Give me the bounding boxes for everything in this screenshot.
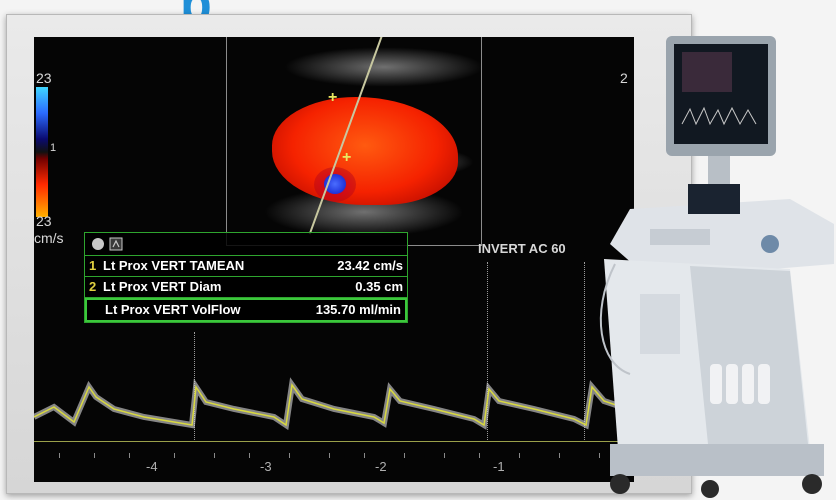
- time-tick-label: -4: [146, 459, 158, 474]
- measurement-row[interactable]: 2 Lt Prox VERT Diam 0.35 cm: [85, 277, 407, 298]
- right-edge-number: 2: [620, 70, 628, 86]
- measurement-index: 2: [89, 279, 97, 294]
- time-tick: [94, 453, 95, 458]
- ultrasound-screen: 23 1 23 cm/s 2 + + 1 Lt Prox VERT TAMEAN…: [34, 37, 634, 482]
- time-tick: [129, 453, 130, 458]
- spectral-doppler-waveform: [34, 377, 634, 431]
- measurement-label: Lt Prox VERT Diam: [103, 279, 222, 294]
- measurement-table: 1 Lt Prox VERT TAMEAN 23.42 cm/s 2 Lt Pr…: [84, 232, 408, 323]
- scale-bottom-value: 23: [36, 213, 52, 229]
- time-tick: [599, 453, 600, 458]
- ultrasound-machine-image: [599, 36, 834, 498]
- cycle-marker-line: [487, 262, 488, 442]
- doppler-settings-text: INVERT AC 60: [478, 241, 566, 256]
- time-tick: [559, 453, 560, 458]
- time-tick: [519, 453, 520, 458]
- time-tick: [174, 453, 175, 458]
- time-tick: [59, 453, 60, 458]
- scale-unit: cm/s: [34, 230, 64, 246]
- time-tick-label: -2: [375, 459, 387, 474]
- cycle-marker-line: [584, 262, 585, 442]
- time-tick: [214, 453, 215, 458]
- time-tick: [479, 453, 480, 458]
- tissue-speckle: [284, 47, 484, 87]
- measurement-icon[interactable]: [109, 237, 123, 251]
- velocity-color-scale: [36, 87, 48, 217]
- measurement-label: Lt Prox VERT TAMEAN: [103, 258, 245, 273]
- scale-mid-value: 1: [50, 142, 57, 154]
- caliper-marker: +: [342, 149, 352, 166]
- measurement-label: Lt Prox VERT VolFlow: [105, 302, 241, 317]
- time-tick: [404, 453, 405, 458]
- measurement-row-selected[interactable]: Lt Prox VERT VolFlow 135.70 ml/min: [85, 298, 407, 322]
- time-tick: [249, 453, 250, 458]
- caliper-marker: +: [328, 89, 338, 106]
- measurement-value: 23.42 cm/s: [337, 258, 403, 273]
- scale-top-value: 23: [36, 70, 52, 86]
- time-tick: [289, 453, 290, 458]
- measurement-value: 0.35 cm: [355, 279, 403, 294]
- time-tick: [364, 453, 365, 458]
- measurement-value: 135.70 ml/min: [315, 302, 401, 317]
- measurement-row[interactable]: 1 Lt Prox VERT TAMEAN 23.42 cm/s: [85, 256, 407, 277]
- waveform-baseline: [34, 441, 634, 442]
- time-tick-label: -1: [493, 459, 505, 474]
- measurement-index: [91, 300, 105, 320]
- measurement-index: 1: [89, 258, 97, 273]
- red-flow-region: [272, 97, 458, 205]
- time-tick-label: -3: [260, 459, 272, 474]
- measurement-table-toolbar: [85, 233, 407, 256]
- time-tick: [444, 453, 445, 458]
- circle-icon[interactable]: [91, 237, 105, 251]
- time-tick: [329, 453, 330, 458]
